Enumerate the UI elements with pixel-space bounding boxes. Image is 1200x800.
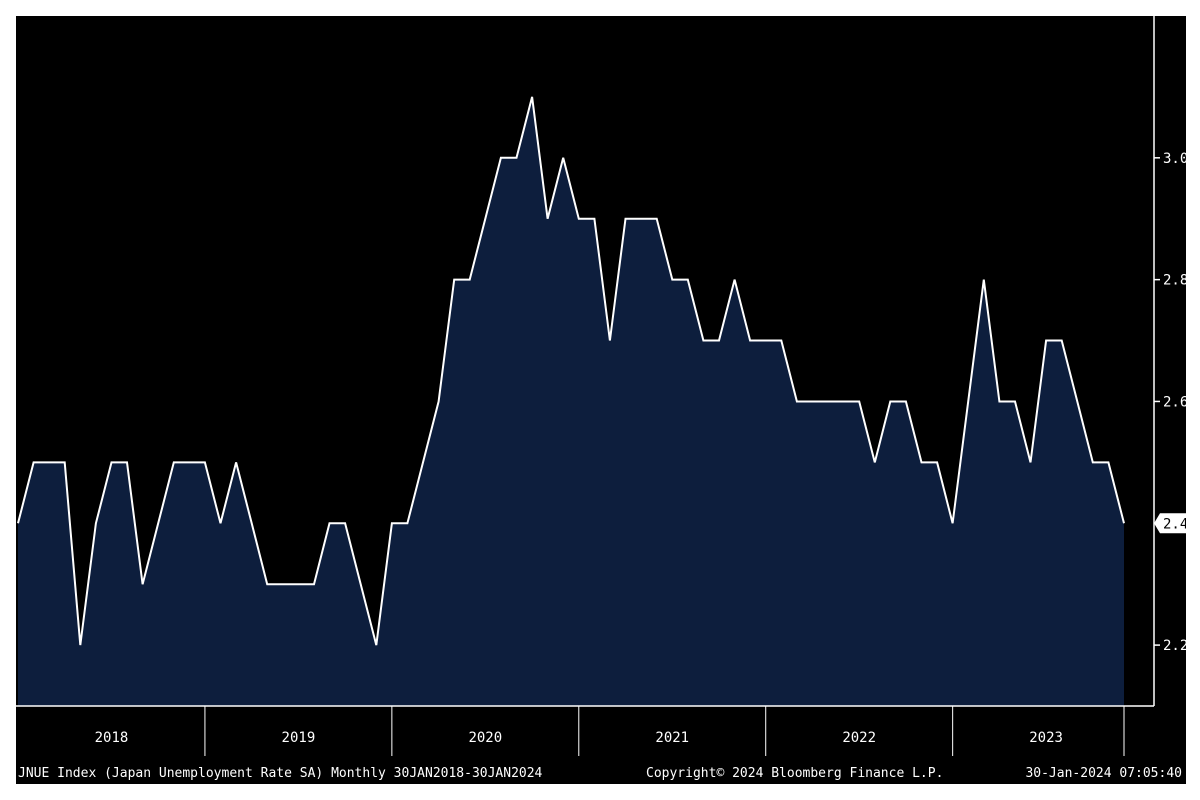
data-point xyxy=(1060,339,1064,343)
data-point xyxy=(421,460,425,464)
data-point xyxy=(717,339,721,343)
y-tick-label: 2.2 xyxy=(1163,638,1186,654)
chart-frame: 2.2 2.4 2.6 2.8 3.0 2018 2019 2020 2021 2022 2023… xyxy=(16,16,1186,784)
data-point xyxy=(1029,460,1033,464)
data-point xyxy=(608,339,612,343)
data-point xyxy=(359,582,363,586)
data-point xyxy=(951,521,955,525)
last-value-label: 2.4 xyxy=(1163,516,1186,532)
data-point xyxy=(343,521,347,525)
y-tick-label: 2.8 xyxy=(1163,273,1186,289)
data-point xyxy=(795,399,799,403)
x-tick-label: 2022 xyxy=(842,730,876,746)
data-point xyxy=(997,399,1001,403)
data-point xyxy=(514,156,518,160)
data-point xyxy=(982,278,986,282)
data-point xyxy=(655,217,659,221)
data-point xyxy=(810,399,814,403)
data-point xyxy=(16,521,20,525)
data-point xyxy=(1091,460,1095,464)
data-point xyxy=(63,460,67,464)
data-point xyxy=(452,278,456,282)
data-point xyxy=(919,460,923,464)
series-area-fill xyxy=(18,96,1124,706)
data-point xyxy=(499,156,503,160)
data-point xyxy=(733,278,737,282)
data-point xyxy=(966,399,970,403)
data-point xyxy=(125,460,129,464)
data-point xyxy=(873,460,877,464)
y-tick-label: 2.6 xyxy=(1163,394,1186,410)
data-point xyxy=(250,521,254,525)
data-point xyxy=(592,217,596,221)
footer-timestamp: 30-Jan-2024 07:05:40 xyxy=(1025,766,1182,781)
data-point xyxy=(78,643,82,647)
data-point xyxy=(390,521,394,525)
data-point xyxy=(187,460,191,464)
series-line xyxy=(17,96,1125,646)
data-point xyxy=(281,582,285,586)
data-point xyxy=(47,460,51,464)
data-point xyxy=(374,643,378,647)
footer-copyright: Copyright© 2024 Bloomberg Finance L.P. xyxy=(646,766,944,781)
x-tick-label: 2018 xyxy=(95,730,129,746)
data-point xyxy=(842,399,846,403)
data-point xyxy=(437,399,441,403)
data-point xyxy=(483,217,487,221)
x-tick-label: 2021 xyxy=(655,730,689,746)
data-point xyxy=(141,582,145,586)
data-point xyxy=(32,460,36,464)
data-point xyxy=(624,217,628,221)
data-point xyxy=(1075,399,1079,403)
data-point xyxy=(156,521,160,525)
area-chart: 2.2 2.4 2.6 2.8 3.0 2018 2019 2020 2021 2022 2023… xyxy=(16,16,1186,756)
x-tick-label: 2023 xyxy=(1029,730,1063,746)
data-point xyxy=(296,582,300,586)
data-point xyxy=(530,95,534,99)
data-point xyxy=(468,278,472,282)
data-point xyxy=(265,582,269,586)
data-point xyxy=(203,460,207,464)
data-point xyxy=(779,339,783,343)
data-point xyxy=(109,460,113,464)
data-point xyxy=(1106,460,1110,464)
data-point xyxy=(670,278,674,282)
data-point xyxy=(328,521,332,525)
data-point xyxy=(639,217,643,221)
data-point xyxy=(1122,521,1126,525)
data-point xyxy=(546,217,550,221)
x-tick-label: 2020 xyxy=(468,730,502,746)
y-tick-label: 3.0 xyxy=(1163,151,1186,167)
x-tick-label: 2019 xyxy=(282,730,316,746)
data-point xyxy=(1013,399,1017,403)
footer-security-description: JNUE Index (Japan Unemployment Rate SA) … xyxy=(18,766,543,781)
data-point xyxy=(405,521,409,525)
data-point xyxy=(857,399,861,403)
data-point xyxy=(904,399,908,403)
data-point xyxy=(826,399,830,403)
data-point xyxy=(577,217,581,221)
data-point xyxy=(172,460,176,464)
data-point xyxy=(764,339,768,343)
data-point xyxy=(686,278,690,282)
data-point xyxy=(234,460,238,464)
data-point xyxy=(219,521,223,525)
data-point xyxy=(561,156,565,160)
data-point xyxy=(1044,339,1048,343)
data-point xyxy=(748,339,752,343)
data-point xyxy=(94,521,98,525)
data-point xyxy=(312,582,316,586)
last-value-box xyxy=(1154,513,1186,534)
data-point xyxy=(888,399,892,403)
data-point xyxy=(701,339,705,343)
data-point xyxy=(935,460,939,464)
